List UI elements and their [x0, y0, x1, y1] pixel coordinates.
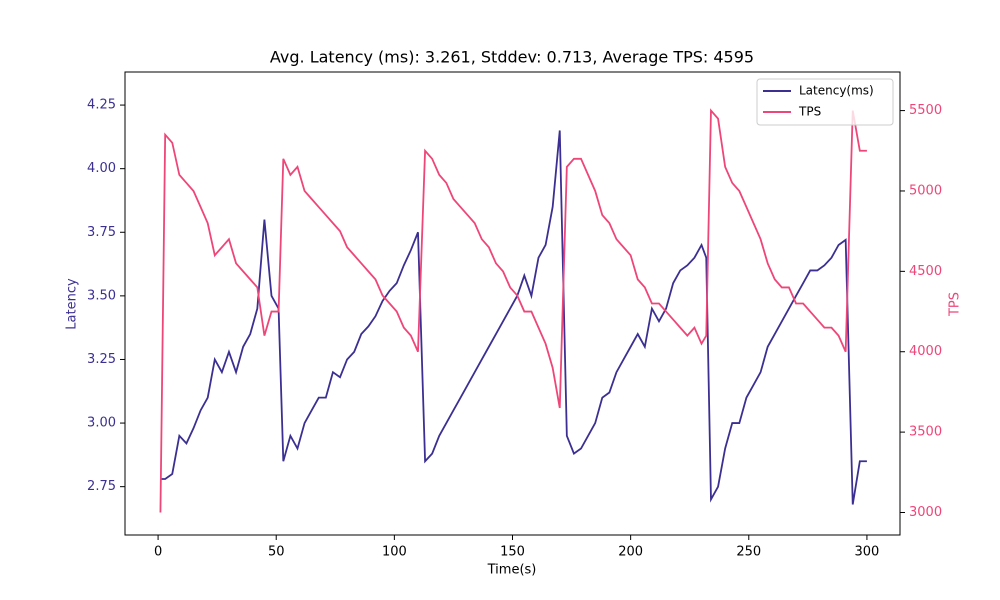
- plot-frame: [124, 71, 901, 536]
- y-tick-label: 2.75: [87, 479, 116, 494]
- x-tick-label: 150: [500, 545, 525, 560]
- y-tick-label: 4.00: [87, 161, 116, 176]
- x-tick-label: 50: [268, 545, 285, 560]
- series-line: [160, 130, 867, 505]
- y2-tick-label: 5000: [909, 183, 942, 198]
- y-tick-label: 3.50: [87, 288, 116, 303]
- y-tick-label: 3.00: [87, 416, 116, 431]
- x-tick-label: 300: [855, 545, 880, 560]
- legend-label: Latency(ms): [799, 84, 874, 98]
- y-tick-label: 3.25: [87, 352, 116, 367]
- y2-tick-label: 4000: [909, 344, 942, 359]
- series-line: [159, 108, 867, 513]
- y-tick-label: 3.75: [87, 225, 116, 240]
- x-tick-label: 100: [382, 545, 407, 560]
- y2-tick-label: 3000: [909, 505, 942, 520]
- y2-tick-label: 5500: [909, 103, 942, 118]
- y2-axis-label: TPS: [948, 292, 963, 317]
- chart-title: Avg. Latency (ms): 3.261, Stddev: 0.713,…: [270, 48, 754, 67]
- x-tick-label: 200: [618, 545, 643, 560]
- y-axis-label: Latency: [65, 278, 80, 330]
- y2-tick-label: 4500: [909, 264, 942, 279]
- y-tick-label: 4.25: [87, 98, 116, 113]
- x-tick-label: 0: [154, 545, 162, 560]
- y2-tick-label: 3500: [909, 425, 942, 440]
- x-tick-label: 250: [736, 545, 761, 560]
- x-axis-label: Time(s): [487, 563, 537, 578]
- legend-label: TPS: [798, 105, 821, 119]
